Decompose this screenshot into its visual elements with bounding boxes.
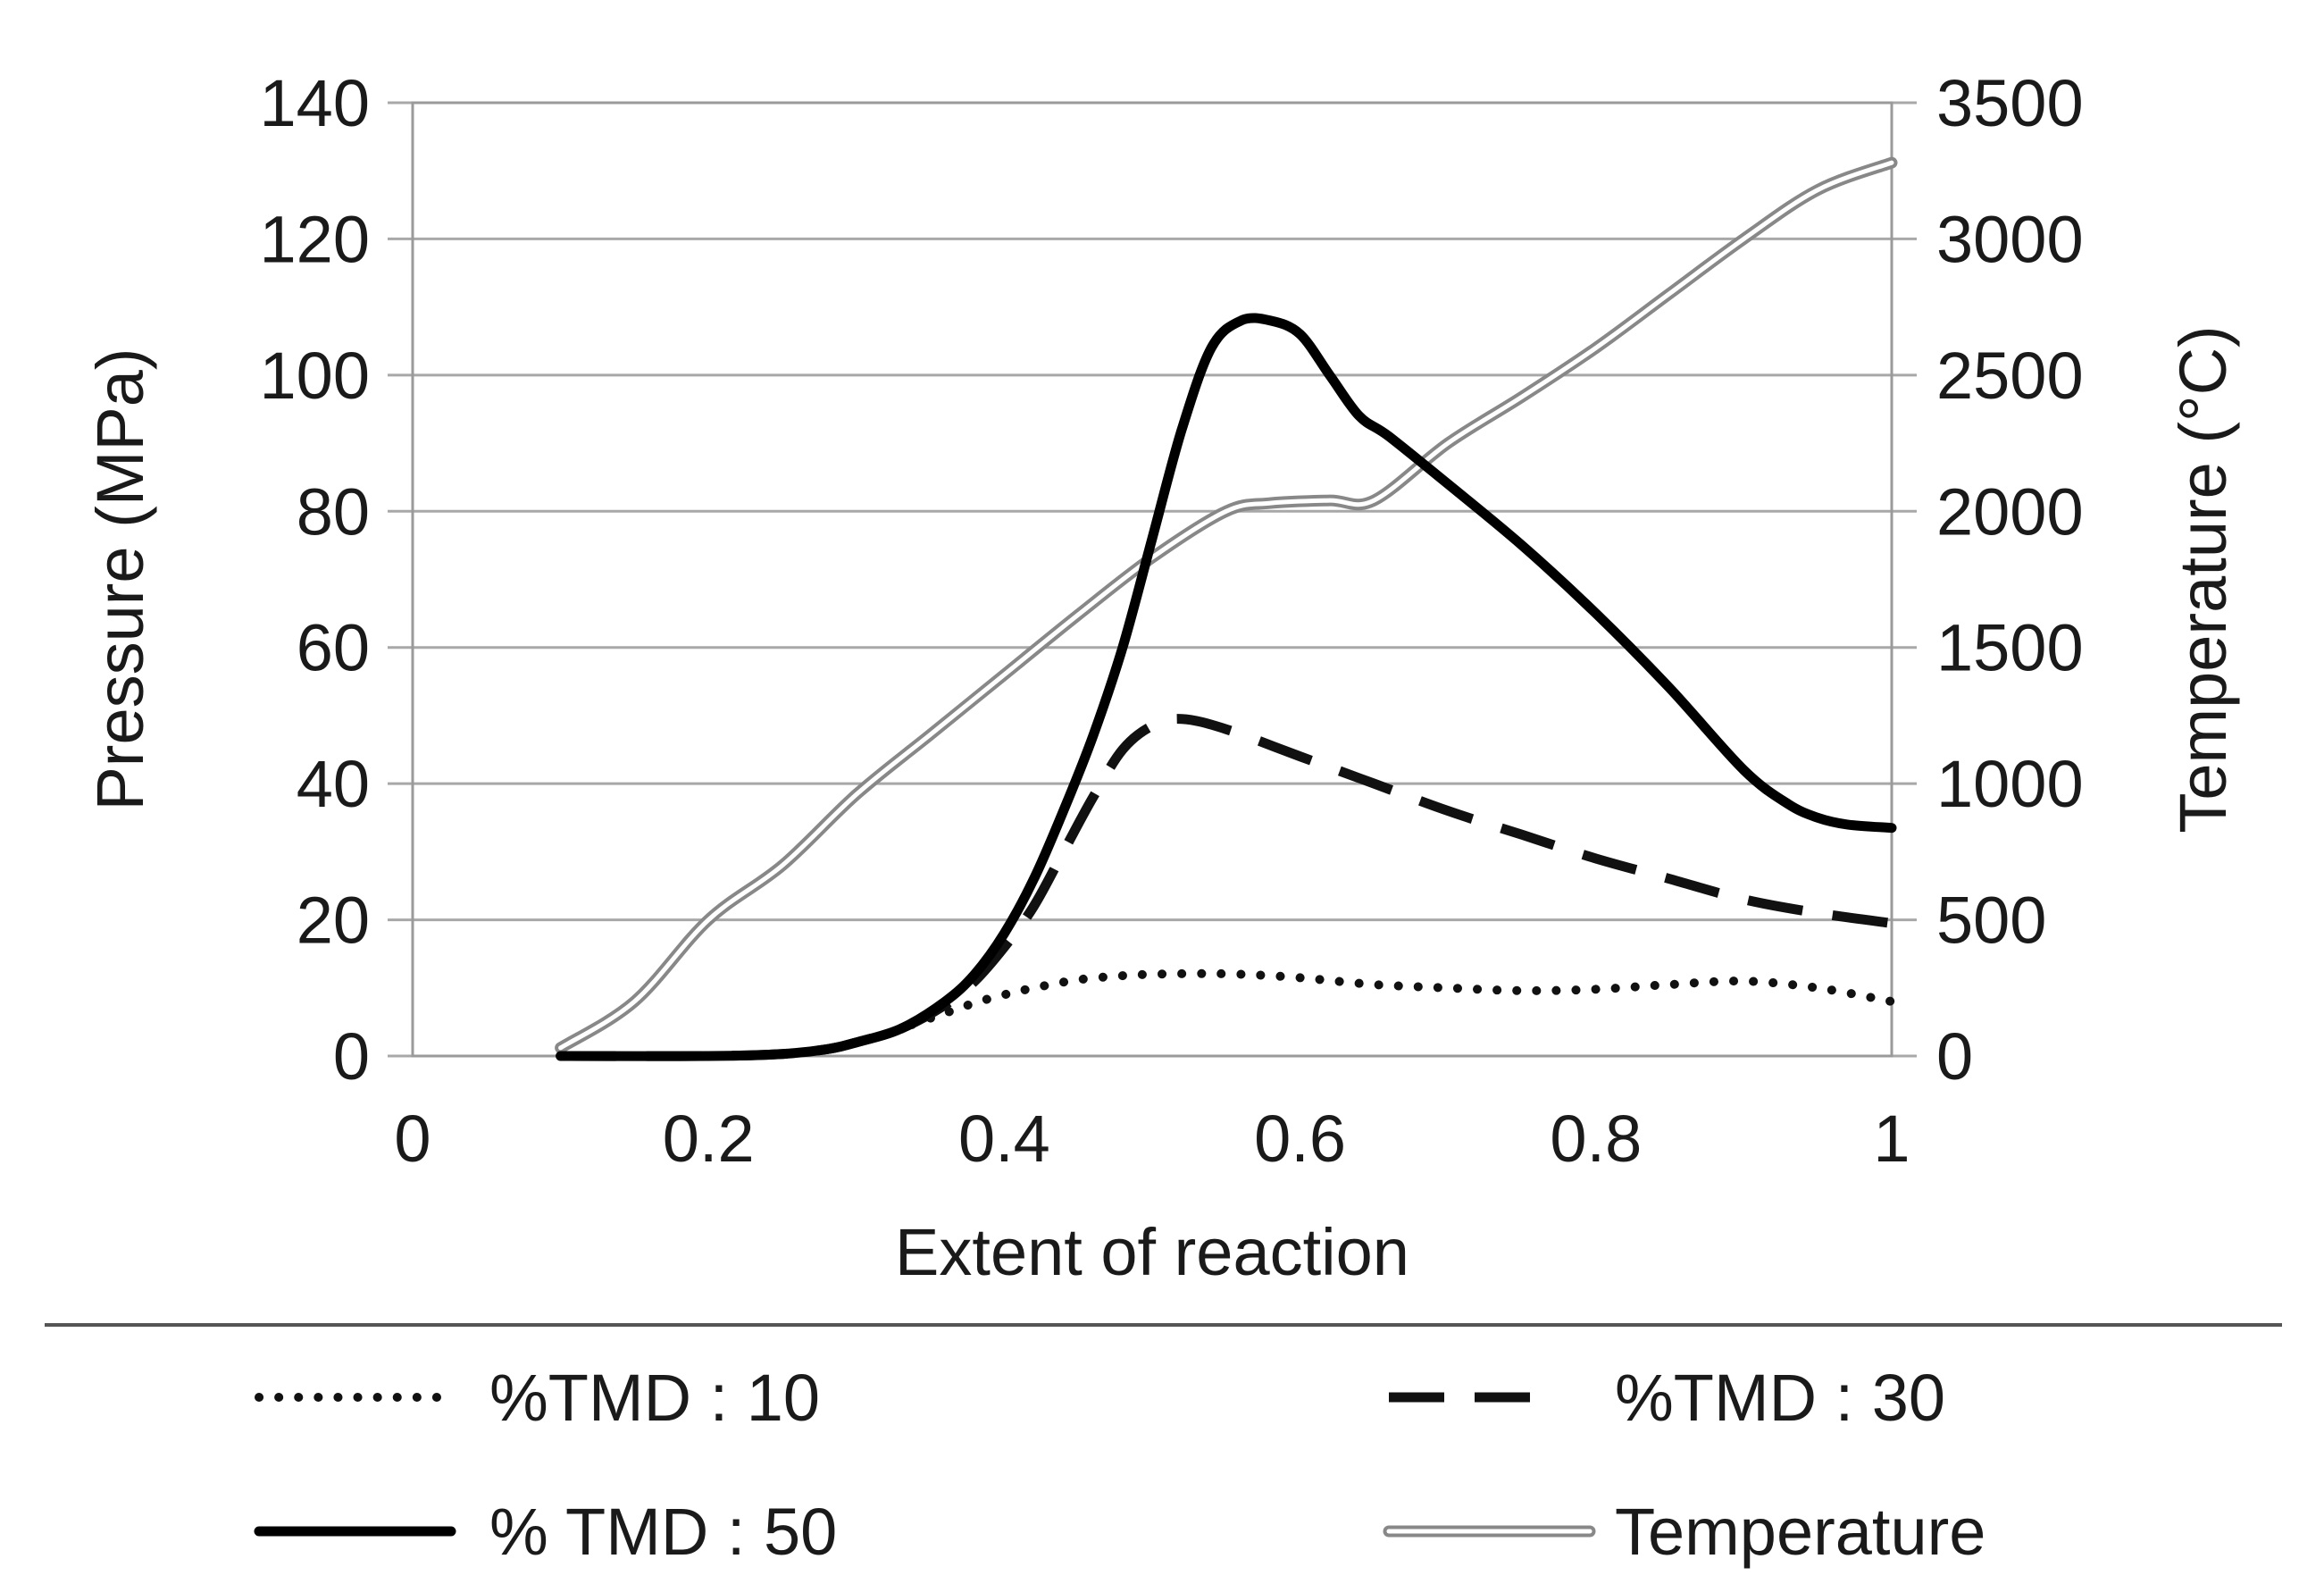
y2-tick-label: 3500 bbox=[1936, 66, 2084, 140]
temperature-line-inner bbox=[558, 160, 1894, 1051]
legend-item-tmd50: % TMD : 50 bbox=[254, 1495, 837, 1569]
legend-item-tmd10: %TMD : 10 bbox=[255, 1361, 820, 1435]
temperature-line-outer bbox=[555, 156, 1898, 1054]
x-tick-label: 0.4 bbox=[958, 1102, 1050, 1176]
y2-tick-label: 2000 bbox=[1936, 474, 2084, 549]
series-layer bbox=[555, 156, 1898, 1061]
y2-tick-label: 500 bbox=[1936, 884, 2046, 958]
y2-tick-label: 0 bbox=[1936, 1019, 1973, 1094]
x-tick-label: 0.8 bbox=[1550, 1102, 1642, 1176]
x-tick-label: 1 bbox=[1873, 1102, 1910, 1176]
tmd50-line bbox=[556, 313, 1897, 1061]
x-tick-label: 0 bbox=[394, 1102, 431, 1176]
right-axis-title: Temperature (°C) bbox=[2166, 325, 2240, 833]
tmd10-line bbox=[556, 968, 1896, 1061]
y-tick-label: 120 bbox=[260, 202, 370, 276]
y2-tick-label: 1500 bbox=[1936, 611, 2084, 685]
plot-frame bbox=[411, 101, 1893, 1058]
x-axis-title: Extent of reaction bbox=[895, 1215, 1409, 1289]
legend-item-temperature: Temperature bbox=[1383, 1495, 1985, 1569]
x-tick-label: 0.6 bbox=[1254, 1102, 1346, 1176]
y-tick-label: 100 bbox=[260, 339, 370, 413]
y2-tick-label: 1000 bbox=[1936, 747, 2084, 821]
legend-label-tmd50: % TMD : 50 bbox=[489, 1495, 837, 1569]
y-tick-label: 0 bbox=[333, 1019, 370, 1094]
y-tick-label: 40 bbox=[297, 747, 370, 821]
gridlines bbox=[388, 101, 1917, 1058]
left-axis-ticks: 0 20 40 60 80 100 120 140 bbox=[260, 66, 370, 1094]
right-axis-ticks: 0 500 1000 1500 2000 2500 3000 3500 bbox=[1936, 66, 2084, 1094]
left-axis-title: Pressure (MPa) bbox=[83, 348, 157, 810]
legend-label-tmd10: %TMD : 10 bbox=[489, 1361, 820, 1435]
legend-label-temperature: Temperature bbox=[1615, 1495, 1985, 1569]
y-tick-label: 140 bbox=[260, 66, 370, 140]
x-tick-label: 0.2 bbox=[663, 1102, 755, 1176]
y-tick-label: 80 bbox=[297, 474, 370, 549]
y-tick-label: 60 bbox=[297, 611, 370, 685]
y-tick-label: 20 bbox=[297, 884, 370, 958]
y2-tick-label: 2500 bbox=[1936, 339, 2084, 413]
legend-item-tmd30: %TMD : 30 bbox=[1389, 1361, 1945, 1435]
legend-label-tmd30: %TMD : 30 bbox=[1615, 1361, 1945, 1435]
y2-tick-label: 3000 bbox=[1936, 202, 2084, 276]
x-axis-ticks: 0 0.2 0.4 0.6 0.8 1 bbox=[394, 1102, 1910, 1176]
legend: %TMD : 10 %TMD : 30 % TMD : 50 Temperatu… bbox=[254, 1361, 1985, 1569]
